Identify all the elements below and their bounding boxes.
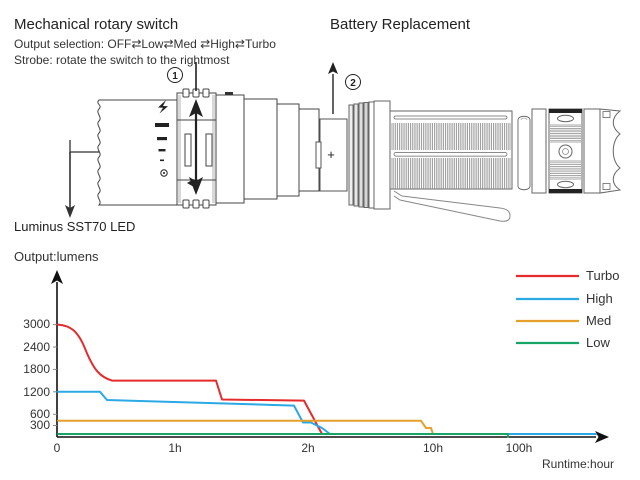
svg-text:Low: Low	[586, 335, 610, 350]
svg-text:10h: 10h	[423, 441, 443, 455]
svg-text:1200: 1200	[23, 385, 50, 399]
svg-text:0: 0	[54, 441, 61, 455]
svg-text:High: High	[586, 291, 613, 306]
svg-text:Med: Med	[586, 313, 611, 328]
svg-text:1h: 1h	[168, 441, 181, 455]
svg-text:+: +	[327, 147, 335, 162]
svg-text:300: 300	[30, 418, 50, 432]
svg-text:2400: 2400	[23, 340, 50, 354]
svg-text:2h: 2h	[301, 441, 314, 455]
svg-text:1800: 1800	[23, 362, 50, 376]
svg-text:100h: 100h	[506, 441, 533, 455]
svg-text:2: 2	[350, 78, 356, 89]
svg-text:3000: 3000	[23, 317, 50, 331]
